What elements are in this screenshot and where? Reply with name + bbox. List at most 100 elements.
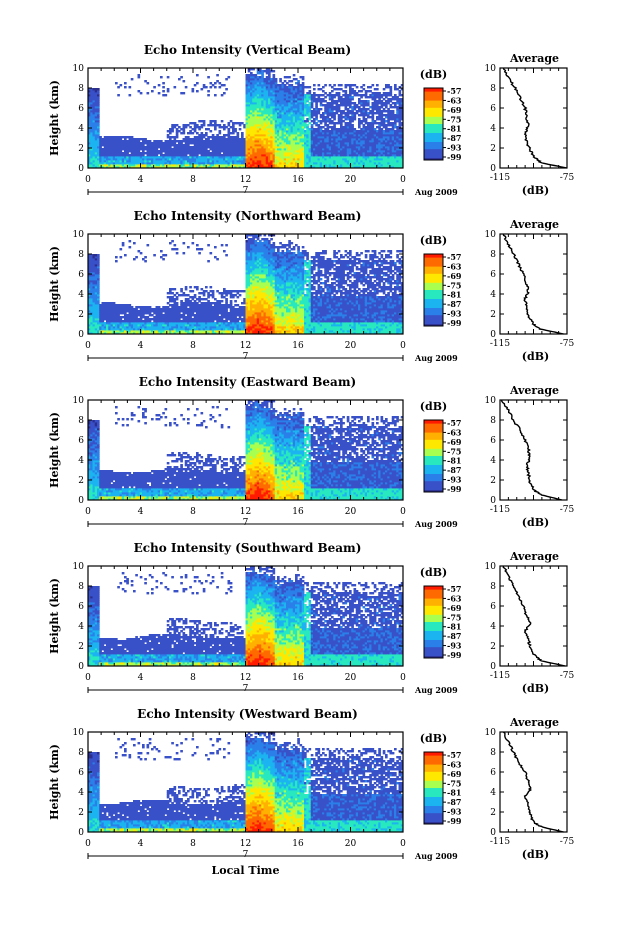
colorbar-segment [424, 134, 443, 137]
heatmap-cell [306, 86, 309, 89]
heatmap-cell [90, 280, 93, 283]
heatmap-cell [344, 130, 348, 133]
heatmap-cell [202, 120, 206, 123]
heatmap-cell [263, 116, 267, 119]
heatmap-cell [265, 140, 269, 143]
heatmap-cell [92, 300, 96, 303]
heatmap-cell [90, 150, 93, 153]
heatmap-cell [137, 166, 141, 169]
heatmap-cell [115, 138, 118, 141]
heatmap-cell [319, 136, 323, 139]
heatmap-cell [367, 116, 370, 119]
heatmap-cell [112, 314, 116, 317]
heatmap-cell [362, 158, 366, 161]
profile-x-tick-label: -75 [560, 173, 575, 183]
heatmap-cell [137, 146, 141, 149]
heatmap-cell [261, 110, 264, 113]
heatmap-cell [97, 284, 100, 287]
heatmap-cell [252, 76, 255, 79]
heatmap-cell [94, 92, 98, 95]
heatmap-cell [290, 140, 294, 143]
heatmap-cell [364, 148, 368, 151]
heatmap-cell [301, 108, 305, 111]
heatmap-cell [319, 162, 323, 165]
heatmap-cell [101, 148, 105, 151]
heatmap-cell [175, 162, 179, 165]
heatmap-cell [369, 166, 372, 169]
heatmap-cell [189, 146, 192, 149]
y-tick-label: 0 [78, 164, 84, 174]
heatmap-cell [283, 84, 287, 87]
heatmap-cell [198, 138, 201, 141]
heatmap-cell [119, 160, 123, 163]
heatmap-cell [380, 122, 384, 125]
heatmap-cell [148, 164, 152, 167]
heatmap-cell [189, 150, 192, 153]
heatmap-cell [306, 100, 309, 103]
heatmap-cell [99, 314, 102, 317]
heatmap-cell [360, 102, 363, 105]
heatmap-cell [229, 148, 233, 151]
heatmap-cell [250, 78, 253, 81]
heatmap-cell [292, 102, 296, 105]
heatmap-cell [265, 148, 269, 151]
heatmap-cell [301, 164, 305, 167]
heatmap-cell [220, 150, 224, 153]
heatmap-cell [340, 150, 343, 153]
heatmap-cell [371, 134, 375, 137]
heatmap-cell [324, 122, 327, 125]
heatmap-cell [94, 268, 98, 271]
heatmap-cell [99, 332, 102, 335]
heatmap-cell [252, 80, 255, 83]
heatmap-cell [261, 130, 264, 133]
heatmap-cell [94, 90, 98, 93]
heatmap-cell [396, 146, 399, 149]
heatmap-cell [202, 122, 206, 125]
heatmap-cell [256, 140, 260, 143]
heatmap-cell [124, 86, 127, 89]
heatmap-cell [130, 148, 134, 151]
heatmap-cell [92, 294, 96, 297]
heatmap-cell [322, 132, 325, 135]
heatmap-cell [144, 164, 147, 167]
heatmap-cell [301, 126, 305, 129]
heatmap-cell [214, 122, 217, 125]
heatmap-cell [216, 124, 219, 127]
heatmap-cell [166, 160, 170, 163]
heatmap-cell [225, 88, 228, 91]
heatmap-cell [254, 88, 258, 91]
heatmap-cell [218, 150, 222, 153]
heatmap-cell [110, 326, 114, 329]
heatmap-cell [144, 156, 147, 159]
heatmap-cell [259, 92, 262, 95]
heatmap-cell [178, 150, 181, 153]
heatmap-cell [90, 312, 93, 315]
heatmap-cell [349, 142, 352, 145]
heatmap-cell [90, 88, 93, 91]
heatmap-cell [90, 332, 93, 335]
heatmap-cell [90, 94, 93, 97]
heatmap-cell [247, 74, 251, 77]
heatmap-cell [162, 158, 165, 161]
heatmap-cell [385, 140, 388, 143]
heatmap-cell [380, 144, 384, 147]
heatmap-cell [191, 146, 195, 149]
heatmap-cell [301, 96, 305, 99]
heatmap-cell [256, 120, 260, 123]
heatmap-cell [252, 110, 255, 113]
heatmap-cell [396, 106, 399, 109]
heatmap-cell [272, 98, 276, 101]
heatmap-cell [358, 100, 361, 103]
heatmap-cell [250, 74, 253, 77]
heatmap-cell [380, 124, 384, 127]
heatmap-cell [382, 136, 386, 139]
heatmap-cell [205, 152, 208, 155]
heatmap-cell [304, 152, 307, 155]
heatmap-cell [391, 148, 395, 151]
heatmap-cell [263, 110, 267, 113]
heatmap-cell [223, 154, 226, 157]
heatmap-cell [378, 154, 381, 157]
heatmap-cell [101, 166, 105, 169]
heatmap-cell [261, 138, 264, 141]
heatmap-cell [187, 166, 190, 169]
